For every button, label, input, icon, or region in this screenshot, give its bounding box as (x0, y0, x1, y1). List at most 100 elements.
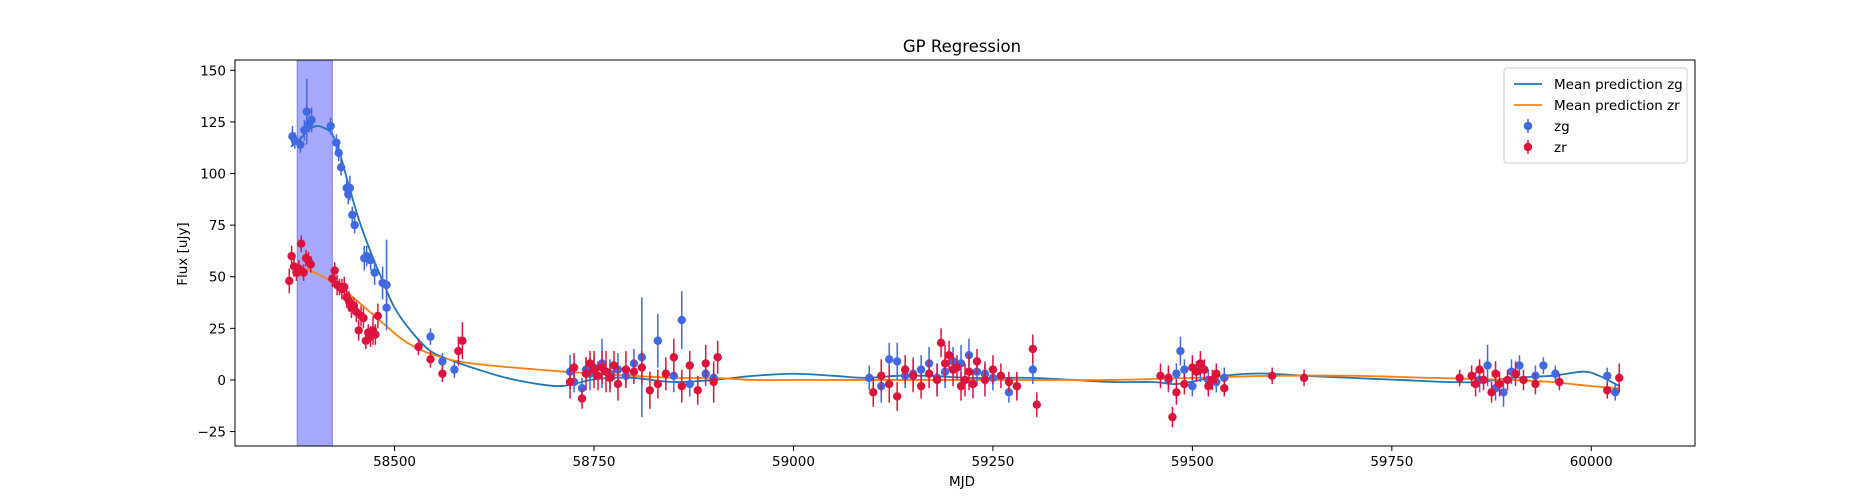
y-tick-label-1: −25 (198, 425, 227, 441)
point-zr-48 (621, 365, 631, 374)
point-zg-47 (885, 355, 894, 364)
point-zr-86 (1032, 400, 1042, 409)
point-zr-97 (1208, 375, 1217, 385)
point-zr-33 (438, 369, 447, 378)
y-tick-label-3: 25 (209, 321, 226, 337)
point-zg-76 (1499, 388, 1508, 397)
point-zg-20 (370, 268, 379, 277)
point-zg-48 (892, 357, 902, 366)
point-zg-81 (1551, 369, 1560, 378)
point-zr-36 (565, 377, 575, 387)
point-zr-111 (1511, 369, 1520, 378)
point-zr-107 (1487, 388, 1496, 397)
point-zr-54 (669, 353, 678, 362)
point-zg-16 (350, 220, 359, 230)
point-zr-7 (299, 268, 308, 277)
line-series-1 (290, 125, 1620, 388)
point-zg-3 (296, 140, 305, 149)
point-zr-59 (709, 377, 718, 387)
point-zr-32 (426, 355, 435, 364)
shaded-span (296, 60, 333, 446)
point-zr-42 (593, 371, 603, 381)
point-zr-95 (1200, 365, 1209, 374)
point-zg-72 (1220, 373, 1229, 383)
legend-label-3: zg (1554, 119, 1570, 135)
y-tick-label-8: 150 (200, 63, 226, 79)
plot-area (285, 60, 1624, 446)
point-zr-30 (373, 311, 383, 321)
plot-content (285, 60, 1624, 446)
x-tick-label-4: 59250 (971, 454, 1014, 470)
point-zr-100 (1267, 371, 1277, 381)
point-zr-22 (354, 326, 363, 335)
point-zr-52 (653, 379, 663, 389)
x-axis-label: MJD (949, 474, 975, 490)
point-zr-103 (1467, 371, 1476, 381)
point-zr-31 (414, 342, 423, 352)
point-zg-51 (916, 365, 926, 374)
point-zg-26 (450, 365, 459, 374)
point-zr-70 (936, 338, 946, 347)
point-zr-55 (677, 381, 686, 391)
point-zg-39 (653, 336, 663, 345)
point-zg-25 (438, 357, 447, 366)
point-zr-99 (1220, 384, 1229, 393)
point-zr-60 (713, 353, 722, 362)
point-zr-44 (601, 367, 611, 376)
point-zr-82 (996, 371, 1006, 381)
point-zr-69 (932, 375, 942, 385)
point-zr-80 (980, 375, 990, 385)
x-tick-label-1: 58500 (373, 454, 416, 470)
point-zg-45 (865, 373, 874, 383)
point-zg-67 (1180, 365, 1189, 374)
point-zg-23 (382, 303, 391, 312)
point-zg-10 (334, 148, 343, 158)
point-zr-85 (1028, 344, 1038, 354)
point-zr-106 (1479, 375, 1488, 385)
point-zr-24 (359, 313, 368, 323)
point-zr-39 (581, 369, 591, 378)
point-zr-29 (371, 330, 380, 339)
point-zr-84 (1012, 381, 1022, 391)
point-zr-46 (609, 361, 619, 370)
y-tick-label-6: 100 (200, 167, 226, 183)
point-zr-34 (454, 346, 463, 356)
y-tick-label-4: 50 (209, 270, 226, 286)
point-zg-19 (366, 256, 375, 265)
point-zr-81 (988, 365, 998, 374)
x-tick-label-2: 58750 (573, 454, 616, 470)
legend-swatch-3 (1523, 121, 1533, 131)
point-zr-74 (952, 363, 962, 372)
point-zr-53 (661, 369, 671, 378)
point-zg-8 (326, 121, 335, 131)
point-zr-64 (892, 392, 902, 401)
point-zr-6 (297, 239, 306, 248)
point-zr-104 (1471, 379, 1480, 389)
legend-label-1: Mean prediction zg (1554, 77, 1683, 93)
point-zg-5 (302, 107, 312, 116)
point-zg-14 (345, 183, 355, 193)
point-zr-10 (306, 260, 315, 269)
y-tick-label-5: 75 (209, 218, 226, 234)
point-zr-98 (1212, 369, 1221, 378)
point-zr-113 (1531, 379, 1540, 389)
point-zr-72 (944, 350, 954, 360)
legend-label-4: zr (1554, 140, 1567, 156)
point-zr-88 (1164, 373, 1173, 383)
legend-box (1503, 67, 1688, 164)
point-zr-75 (956, 381, 966, 391)
point-zr-79 (972, 357, 982, 366)
point-zr-108 (1491, 369, 1500, 378)
point-zr-63 (885, 379, 894, 389)
point-zg-65 (1172, 369, 1181, 378)
point-zr-110 (1503, 375, 1512, 385)
point-zr-76 (960, 375, 970, 385)
point-zr-89 (1168, 412, 1177, 422)
point-zr-58 (701, 359, 710, 368)
point-zg-74 (1483, 361, 1492, 370)
point-zr-91 (1180, 379, 1189, 389)
point-zr-1 (285, 276, 294, 286)
point-zr-41 (589, 365, 599, 374)
point-zr-45 (605, 373, 615, 383)
